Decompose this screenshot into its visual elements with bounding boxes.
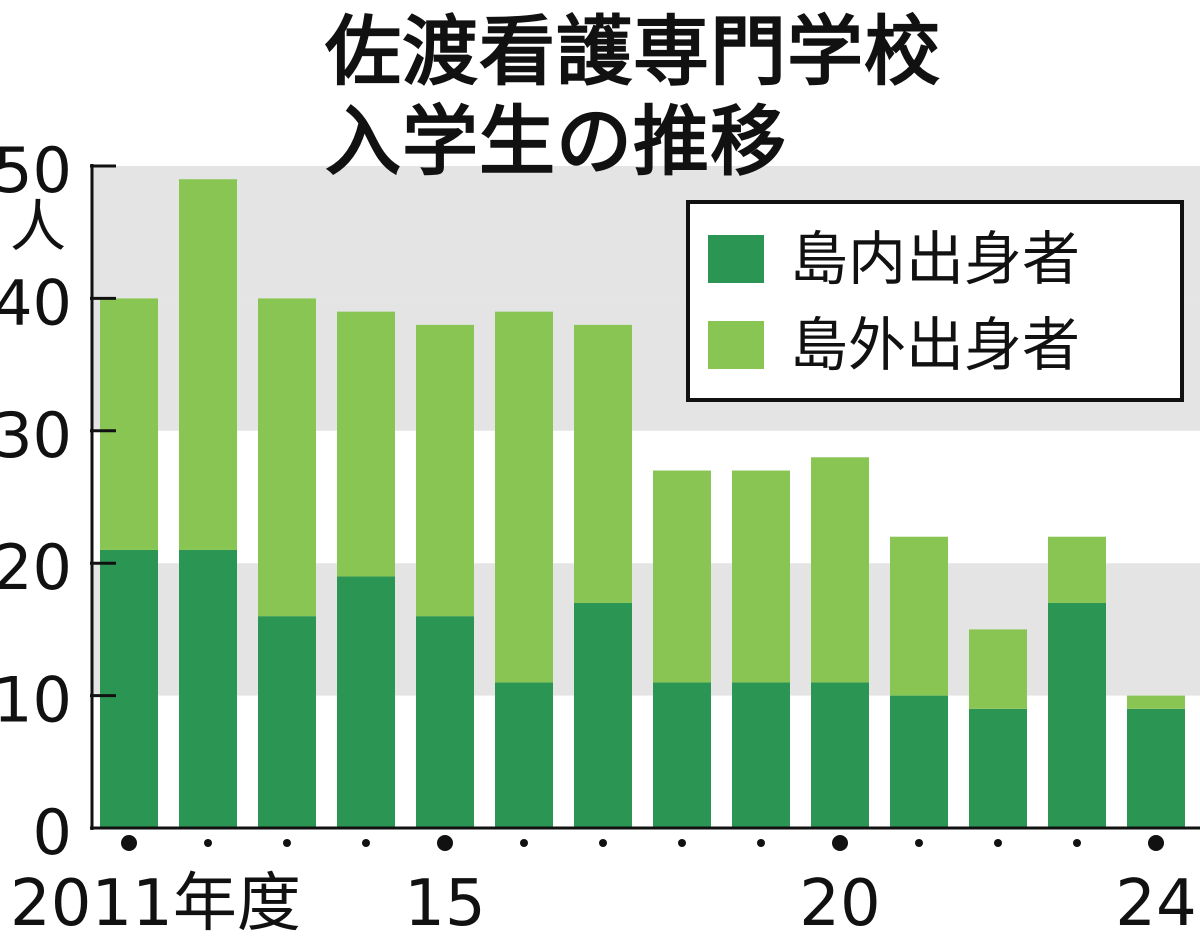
x-dot-2024 [1148,835,1164,851]
x-dot-2013 [283,839,291,847]
legend-item-inside: 島内出身者 [708,230,1080,288]
bar-inside-2019 [732,682,790,828]
y-axis-unit: 人 [10,195,66,260]
x-dot-2023 [1073,839,1081,847]
y-tick-label-20: 20 [0,531,72,604]
chart-title-line2: 入学生の推移 [325,97,787,186]
x-dot-2012 [204,839,212,847]
bar-outside-2016 [495,311,553,683]
bar-outside-2017 [574,324,632,603]
x-tick-labels: 2011年度 15 20 24 [10,867,1197,941]
bar-outside-2023 [1048,536,1106,603]
x-tick-label-2011: 2011年度 [10,867,301,941]
x-dot-2019 [757,839,765,847]
legend-label-inside: 島内出身者 [790,225,1081,293]
x-dot-2021 [915,839,923,847]
legend-label-outside: 島外出身者 [790,311,1081,379]
legend: 島内出身者 島外出身者 [686,200,1184,402]
legend-item-outside: 島外出身者 [708,316,1080,374]
x-dot-2011 [121,835,137,851]
x-tick-label-2020: 20 [799,867,880,941]
bar-inside-2011 [100,549,158,828]
bar-inside-2024 [1127,708,1185,828]
bar-outside-2021 [890,536,948,696]
bar-outside-2012 [179,179,237,550]
y-axis: 0 10 20 30 40 50 [0,134,1200,869]
bar-inside-2012 [179,549,237,828]
legend-swatch-inside [708,235,764,283]
bar-inside-2016 [495,682,553,828]
bar-outside-2013 [258,298,316,617]
bar-inside-2014 [337,576,395,828]
bar-inside-2020 [811,682,869,828]
chart-title-line1: 佐渡看護専門学校 [325,7,941,96]
bars [100,179,1185,828]
y-tick-label-10: 10 [0,664,72,737]
x-dot-2017 [599,839,607,847]
y-tick-label-0: 0 [33,796,72,869]
bar-inside-2013 [258,616,316,828]
legend-swatch-outside [708,321,764,369]
bar-outside-2018 [653,470,711,683]
bar-outside-2014 [337,311,395,577]
y-tick-label-50: 50 [0,134,72,207]
y-tick-label-40: 40 [0,266,72,339]
bar-outside-2015 [416,324,474,617]
bar-inside-2021 [890,695,948,828]
x-dot-2015 [437,835,453,851]
x-dot-2018 [678,839,686,847]
bar-outside-2019 [732,470,790,683]
x-dot-2020 [832,835,848,851]
bar-outside-2022 [969,629,1027,709]
x-dot-2022 [994,839,1002,847]
bar-outside-2020 [811,457,869,683]
x-dot-2016 [520,839,528,847]
bar-inside-2015 [416,616,474,828]
bar-inside-2022 [969,708,1027,828]
x-tick-label-2024: 24 [1115,867,1196,941]
bar-outside-2011 [100,298,158,550]
y-tick-label-30: 30 [0,399,72,472]
bar-inside-2023 [1048,602,1106,828]
x-tick-label-2015: 15 [404,867,485,941]
bar-inside-2018 [653,682,711,828]
x-tick-dots [121,835,1164,851]
x-dot-2014 [362,839,370,847]
bar-inside-2017 [574,602,632,828]
bar-outside-2024 [1127,695,1185,709]
